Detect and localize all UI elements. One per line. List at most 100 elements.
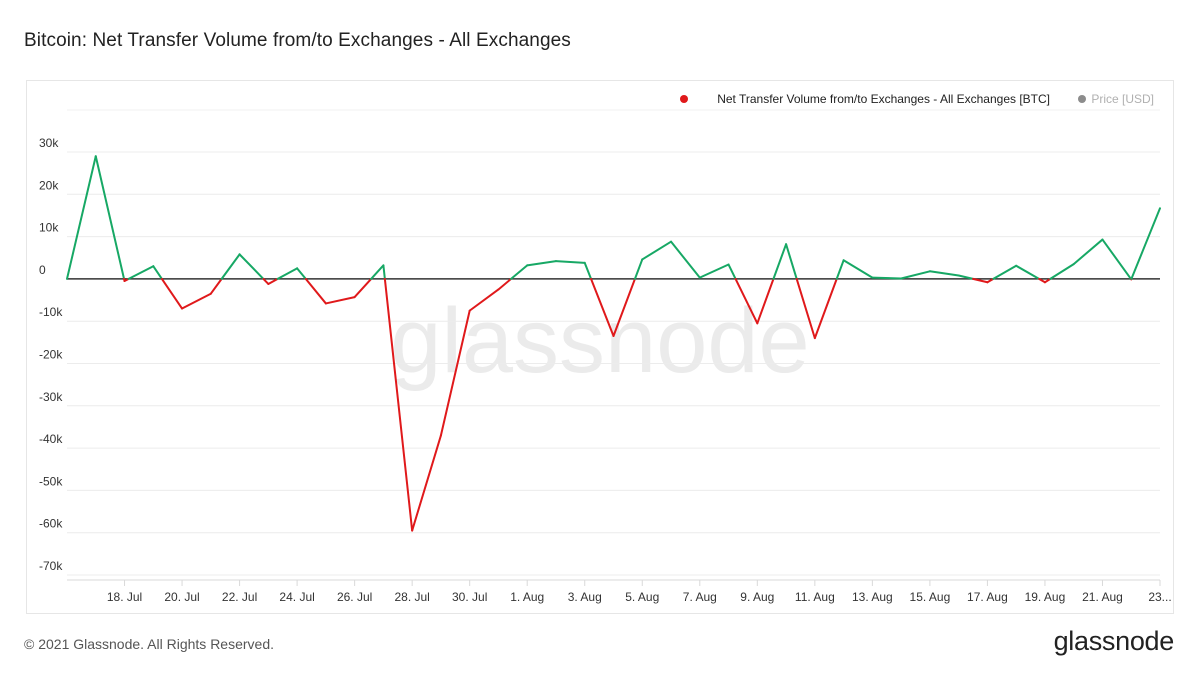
line-segment bbox=[633, 258, 644, 280]
x-tick-label: 21. Aug bbox=[1082, 590, 1123, 604]
line-segment bbox=[324, 296, 356, 305]
line-segment bbox=[383, 277, 414, 532]
line-segment bbox=[439, 309, 471, 437]
line-segment bbox=[554, 260, 586, 264]
legend[interactable]: Price [USD] Net Transfer Volume from/to E… bbox=[680, 92, 1154, 106]
line-segment bbox=[411, 434, 442, 532]
x-tick-label: 24. Jul bbox=[279, 590, 314, 604]
y-tick-label: 0 bbox=[39, 263, 46, 277]
x-tick-label: 1. Aug bbox=[510, 590, 544, 604]
line-segment bbox=[612, 277, 636, 338]
x-tick-label: 26. Jul bbox=[337, 590, 372, 604]
x-tick-label: 17. Aug bbox=[967, 590, 1008, 604]
line-segment bbox=[267, 277, 279, 285]
line-segment bbox=[785, 243, 798, 280]
x-tick-label: 13. Aug bbox=[852, 590, 893, 604]
x-tick-label: 3. Aug bbox=[568, 590, 602, 604]
page-title: Bitcoin: Net Transfer Volume from/to Exc… bbox=[24, 30, 571, 51]
line-segment bbox=[304, 277, 327, 305]
line-segment bbox=[1130, 207, 1161, 280]
line-segment bbox=[871, 276, 903, 280]
line-segment bbox=[756, 277, 775, 325]
series-line bbox=[66, 155, 1161, 532]
x-tick-label: 28. Jul bbox=[394, 590, 429, 604]
line-segment bbox=[928, 270, 960, 277]
line-segment bbox=[370, 264, 385, 280]
x-tick-label: 9. Aug bbox=[740, 590, 774, 604]
line-segment bbox=[209, 277, 223, 295]
y-tick-label: 30k bbox=[39, 136, 59, 150]
line-segment bbox=[1049, 263, 1075, 280]
y-tick-label: -10k bbox=[39, 305, 63, 319]
line-segment bbox=[1101, 238, 1132, 280]
chart: glassnode 30k 20k 10k 0 -10k -20k -30k -40k -50k… bbox=[39, 92, 1172, 604]
legend-dot-price bbox=[1078, 95, 1086, 103]
line-segment bbox=[353, 277, 373, 299]
line-segment bbox=[992, 264, 1018, 280]
line-segment bbox=[510, 264, 529, 280]
line-segment bbox=[813, 277, 838, 340]
line-segment bbox=[734, 277, 759, 325]
line-segment bbox=[972, 277, 989, 284]
y-tick-label: -70k bbox=[39, 559, 63, 573]
line-segment bbox=[1043, 277, 1052, 284]
x-tick-label: 15. Aug bbox=[910, 590, 951, 604]
y-tick-label: 10k bbox=[39, 221, 59, 235]
copyright-footer: © 2021 Glassnode. All Rights Reserved. bbox=[24, 636, 275, 652]
line-segment bbox=[772, 243, 788, 280]
line-segment bbox=[795, 277, 816, 340]
line-segment bbox=[66, 155, 97, 280]
line-segment bbox=[220, 253, 241, 280]
line-segment bbox=[382, 264, 386, 280]
line-segment bbox=[986, 277, 995, 284]
chart-frame bbox=[26, 80, 1174, 614]
line-segment bbox=[160, 277, 184, 310]
line-segment bbox=[238, 253, 265, 280]
y-tick-label: -50k bbox=[39, 474, 63, 488]
glassnode-logo: glassnode bbox=[1053, 626, 1175, 656]
x-tick-label: 19. Aug bbox=[1025, 590, 1066, 604]
line-segment bbox=[497, 277, 513, 291]
line-segment bbox=[1072, 238, 1104, 266]
y-tick-label: 20k bbox=[39, 178, 59, 192]
line-segment bbox=[641, 240, 673, 261]
line-segment bbox=[262, 277, 270, 285]
line-segment bbox=[1015, 264, 1041, 280]
watermark: glassnode bbox=[390, 290, 809, 392]
line-segment bbox=[468, 288, 500, 312]
line-segment bbox=[842, 259, 874, 279]
y-tick-label: -20k bbox=[39, 348, 63, 362]
line-segment bbox=[583, 261, 593, 280]
line-segment bbox=[900, 270, 931, 280]
line-segment bbox=[590, 277, 615, 338]
x-tick-label: 11. Aug bbox=[795, 590, 835, 604]
line-segment bbox=[152, 265, 163, 280]
line-segment bbox=[296, 267, 307, 280]
x-tick-label: 5. Aug bbox=[625, 590, 659, 604]
y-tick-label: -60k bbox=[39, 517, 63, 531]
x-tick-label: 23... bbox=[1148, 590, 1171, 604]
y-tick-label: -40k bbox=[39, 432, 63, 446]
line-segment bbox=[127, 265, 155, 280]
y-axis: 30k 20k 10k 0 -10k -20k -30k -40k -50k -60k -70k bbox=[39, 136, 63, 573]
line-segment bbox=[835, 259, 845, 280]
legend-dot-net-transfer bbox=[680, 95, 688, 103]
line-segment bbox=[94, 155, 126, 280]
line-segment bbox=[1038, 277, 1046, 284]
y-tick-label: -30k bbox=[39, 390, 63, 404]
legend-item-net-transfer[interactable]: Net Transfer Volume from/to Exchanges - … bbox=[717, 92, 1050, 106]
x-axis: 18. Jul 20. Jul 22. Jul 24. Jul 26. Jul 28. J… bbox=[107, 580, 1172, 604]
legend-item-price[interactable]: Price [USD] bbox=[1091, 92, 1154, 106]
x-tick-label: 30. Jul bbox=[452, 590, 487, 604]
line-segment bbox=[670, 240, 701, 279]
x-tick-label: 20. Jul bbox=[164, 590, 199, 604]
x-tick-label: 7. Aug bbox=[683, 590, 717, 604]
line-segment bbox=[526, 260, 557, 267]
line-segment bbox=[957, 274, 975, 280]
line-segment bbox=[698, 263, 730, 279]
line-segment bbox=[181, 292, 212, 310]
x-tick-label: 22. Jul bbox=[222, 590, 257, 604]
x-tick-label: 18. Jul bbox=[107, 590, 142, 604]
grid-lines bbox=[67, 109, 1160, 581]
line-segment bbox=[727, 263, 737, 280]
